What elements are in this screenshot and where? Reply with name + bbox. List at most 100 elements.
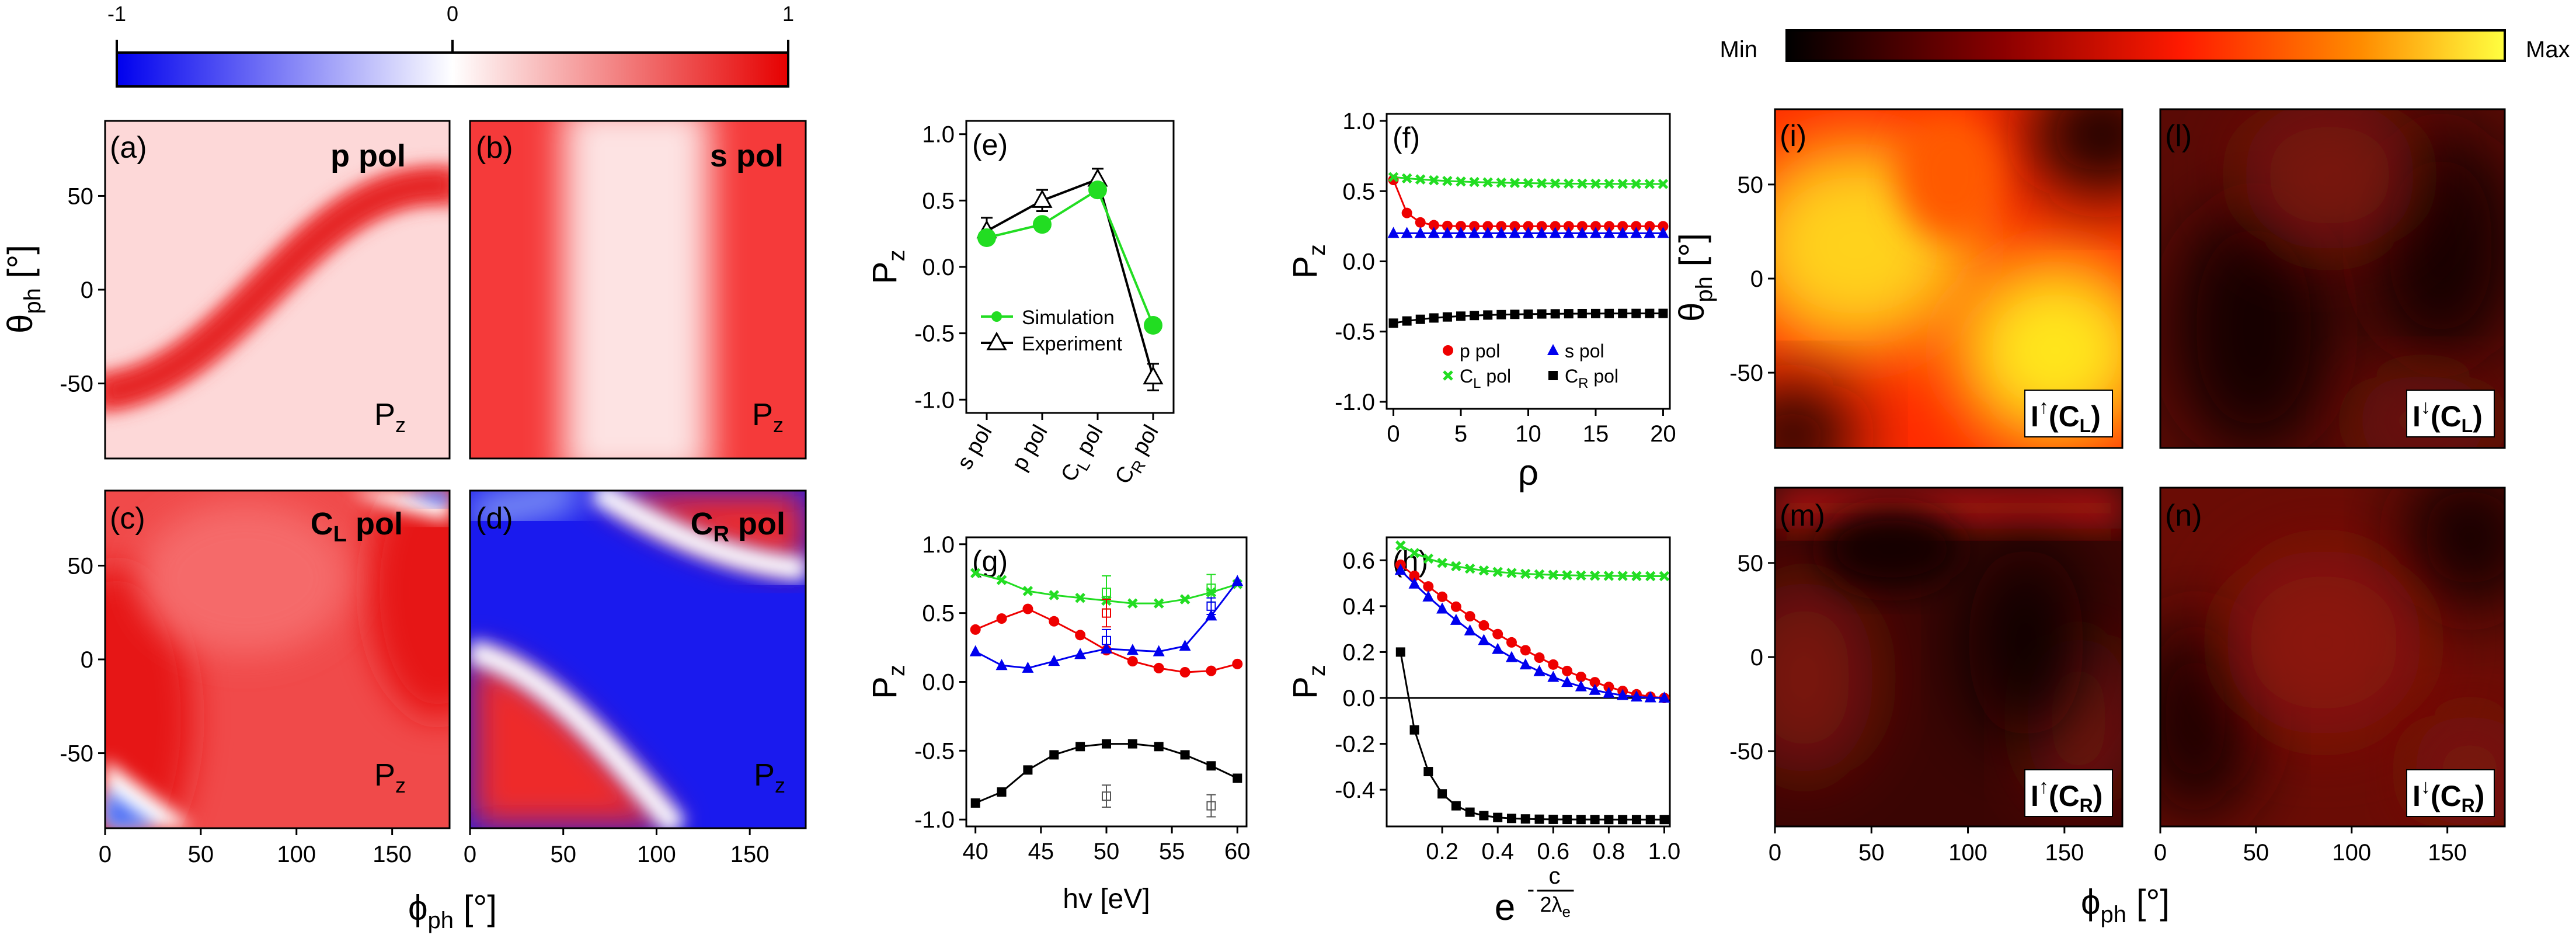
panel-d: (d) CR pol Pz 0 50 100 150 ϕph [°]	[408, 489, 807, 933]
xtick-label: 50	[2243, 840, 2269, 866]
series-point-square	[1659, 815, 1669, 825]
series-point-cross	[1451, 561, 1461, 572]
series-point-square	[1483, 310, 1493, 320]
xtick-label: 0	[99, 842, 112, 867]
series-point-cross	[1179, 594, 1190, 604]
series-point-cross	[970, 568, 981, 579]
ytick-label: -0.4	[1335, 777, 1375, 803]
phi-xlabel-right: ϕph [°]	[2081, 882, 2170, 927]
panel-a-quantity: Pz	[374, 397, 406, 437]
series-point-square	[1520, 814, 1530, 824]
series-point-cross	[1631, 571, 1642, 582]
series-point-triangle	[1519, 658, 1531, 670]
series-point-triangle	[1522, 227, 1534, 238]
xlabel-minus: -	[1527, 877, 1535, 902]
panel-i-ylabel: θph [°]	[1672, 233, 1717, 322]
series-point-circle	[1534, 652, 1545, 663]
panel-c-yticks: -50 0 50	[60, 553, 105, 767]
panel-m: (m) I↑(CR) -50 0 50 0 50 100 150 ϕph [°]	[1729, 487, 2170, 927]
panel-n-label: (n)	[2165, 499, 2202, 533]
ylabel: Pz	[1286, 665, 1330, 699]
series-point-circle	[1644, 221, 1655, 232]
series-point-triangle	[1657, 227, 1669, 238]
colorbar-diverging-bar	[116, 51, 789, 88]
xtick-label: 5	[1454, 421, 1467, 447]
series-point-triangle	[1509, 227, 1521, 238]
ytick-label: 0.5	[922, 601, 955, 627]
panel-label: (f)	[1393, 121, 1420, 154]
panel-d-title: CR pol	[691, 506, 785, 547]
series-point-circle	[1506, 637, 1517, 648]
series-point-circle	[1456, 221, 1467, 232]
series-point-cross	[1617, 179, 1628, 189]
xtick-label: 50	[188, 842, 214, 867]
series-point-square	[1451, 801, 1461, 811]
series-point-cross	[1429, 175, 1439, 186]
series-point-cross	[1644, 179, 1655, 189]
series-line-triangle	[1400, 569, 1665, 699]
series-point-square	[1023, 765, 1033, 775]
series-point-circle	[1409, 570, 1420, 581]
series-point-circle	[1590, 221, 1601, 232]
series-point-cross	[1550, 178, 1561, 189]
series-point-square	[1604, 308, 1614, 318]
series-point-square	[1102, 739, 1111, 749]
ytick-label: 0.0	[922, 255, 955, 280]
series-point-cross	[1520, 568, 1531, 579]
ylabel: Pz	[866, 665, 910, 699]
series-point-cross	[1603, 571, 1614, 581]
series-point-triangle	[1478, 634, 1490, 645]
series-point-circle	[1232, 658, 1243, 669]
panel-d-label: (d)	[476, 502, 513, 536]
xtick-label: 150	[373, 842, 412, 867]
xtick-label: 0	[1387, 421, 1400, 447]
series-point-triangle	[1179, 640, 1191, 651]
colorbar-intensity-bar	[1785, 29, 2506, 62]
panel-b-title: s pol	[710, 138, 784, 173]
series-point-circle	[1496, 221, 1507, 232]
ytick-label: -0.5	[1335, 319, 1375, 345]
series-point-triangle	[1482, 227, 1494, 238]
category-label: p pol	[1007, 421, 1053, 475]
ytick-label: 50	[1738, 172, 1764, 198]
series-point-triangle	[1562, 227, 1575, 238]
simulation-line	[986, 188, 1154, 326]
simulation-point	[1033, 215, 1052, 234]
series-point-circle	[1509, 221, 1520, 232]
xtick-label: 100	[1948, 840, 1987, 866]
ytick-label: -0.5	[914, 321, 955, 347]
series-point-square	[1493, 812, 1503, 822]
colorbar-min-label: Min	[1720, 37, 1757, 62]
ylabel: Pz	[1286, 244, 1330, 279]
series-point-square	[1465, 807, 1475, 817]
series-point-square	[1645, 815, 1655, 825]
panel-m-xticks: 0 50 100 150	[1769, 826, 2084, 866]
series-line-circle	[1393, 179, 1663, 227]
series-point-triangle	[1428, 227, 1440, 238]
series-point-triangle	[1644, 227, 1656, 238]
simulation-point	[1144, 316, 1162, 335]
series-point-cross	[1401, 173, 1412, 184]
series-point-triangle	[1505, 651, 1517, 662]
xtick-label: 100	[277, 842, 316, 867]
series-point-square	[1562, 815, 1572, 825]
series-point-triangle	[1589, 227, 1602, 238]
legend-marker	[1443, 370, 1453, 381]
svg-text:I↓(CL): I↓(CL)	[2413, 396, 2483, 436]
series-point-circle	[1548, 659, 1559, 670]
series-point-triangle	[1549, 227, 1561, 238]
series-point-triangle	[1576, 227, 1588, 238]
experiment-point	[1102, 608, 1111, 618]
series-point-triangle	[1450, 613, 1462, 625]
legend-marker	[1547, 344, 1559, 355]
panel-a-ylabel: θph [°]	[1, 245, 46, 333]
ytick-label: -1.0	[914, 807, 955, 833]
series-point-triangle	[1495, 227, 1508, 238]
series-point-cross	[1562, 570, 1572, 581]
series-point-square	[1618, 815, 1628, 825]
panel-m-label: (m)	[1780, 499, 1825, 533]
ytick-label: 1.0	[922, 532, 955, 558]
series-point-square	[1510, 310, 1520, 319]
